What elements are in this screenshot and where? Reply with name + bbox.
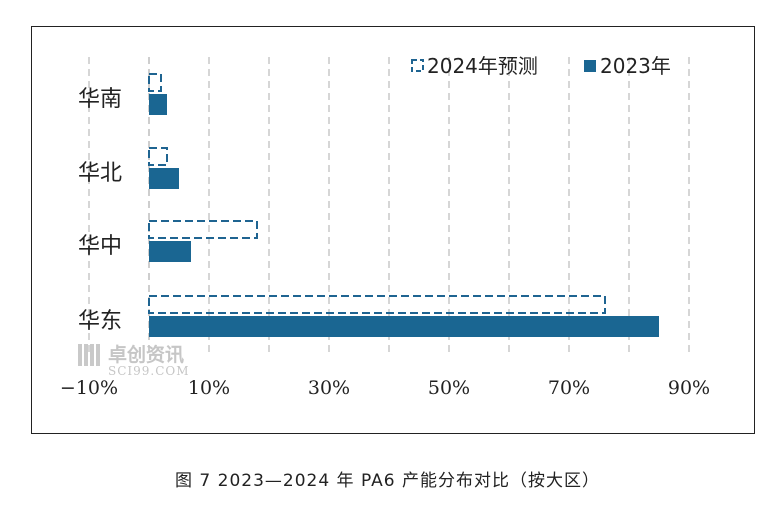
legend-swatch-2024-forecast xyxy=(411,59,424,72)
category-label: 华北 xyxy=(78,161,122,186)
watermark: 卓创资讯 SCI99.COM xyxy=(78,340,238,382)
legend-label-2024-forecast: 2024年预测 xyxy=(427,54,538,78)
x-tick-label: 70% xyxy=(548,377,590,399)
watermark-url: SCI99.COM xyxy=(108,364,190,378)
x-tick-label: −10% xyxy=(60,377,118,399)
legend-label-2023: 2023年 xyxy=(600,54,671,78)
chart-frame: −10% 10% 30% 50% 70% 90% 华南华北华中华东 2024年预测 2023年 xyxy=(31,26,755,434)
legend-swatch-2023 xyxy=(584,60,596,72)
bar-2023 xyxy=(149,241,191,262)
category-label: 华东 xyxy=(78,309,122,334)
x-tick-label: 90% xyxy=(668,377,710,399)
x-tick-label: 30% xyxy=(308,377,350,399)
bar-2024-forecast xyxy=(148,220,258,239)
bar-2024-forecast xyxy=(148,73,162,92)
watermark-name: 卓创资讯 xyxy=(108,344,185,366)
bar-2023 xyxy=(149,316,659,337)
watermark-logo-icon xyxy=(78,344,102,366)
bar-2023 xyxy=(149,168,179,189)
category-label: 华南 xyxy=(78,87,122,112)
bar-2024-forecast xyxy=(148,147,168,166)
figure-caption: 图 7 2023—2024 年 PA6 产能分布对比（按大区） xyxy=(175,471,600,491)
category-label: 华中 xyxy=(78,234,122,259)
x-tick-label: 50% xyxy=(428,377,470,399)
bar-2023 xyxy=(149,94,167,115)
bar-2024-forecast xyxy=(148,295,606,314)
x-tick-label: 10% xyxy=(188,377,230,399)
